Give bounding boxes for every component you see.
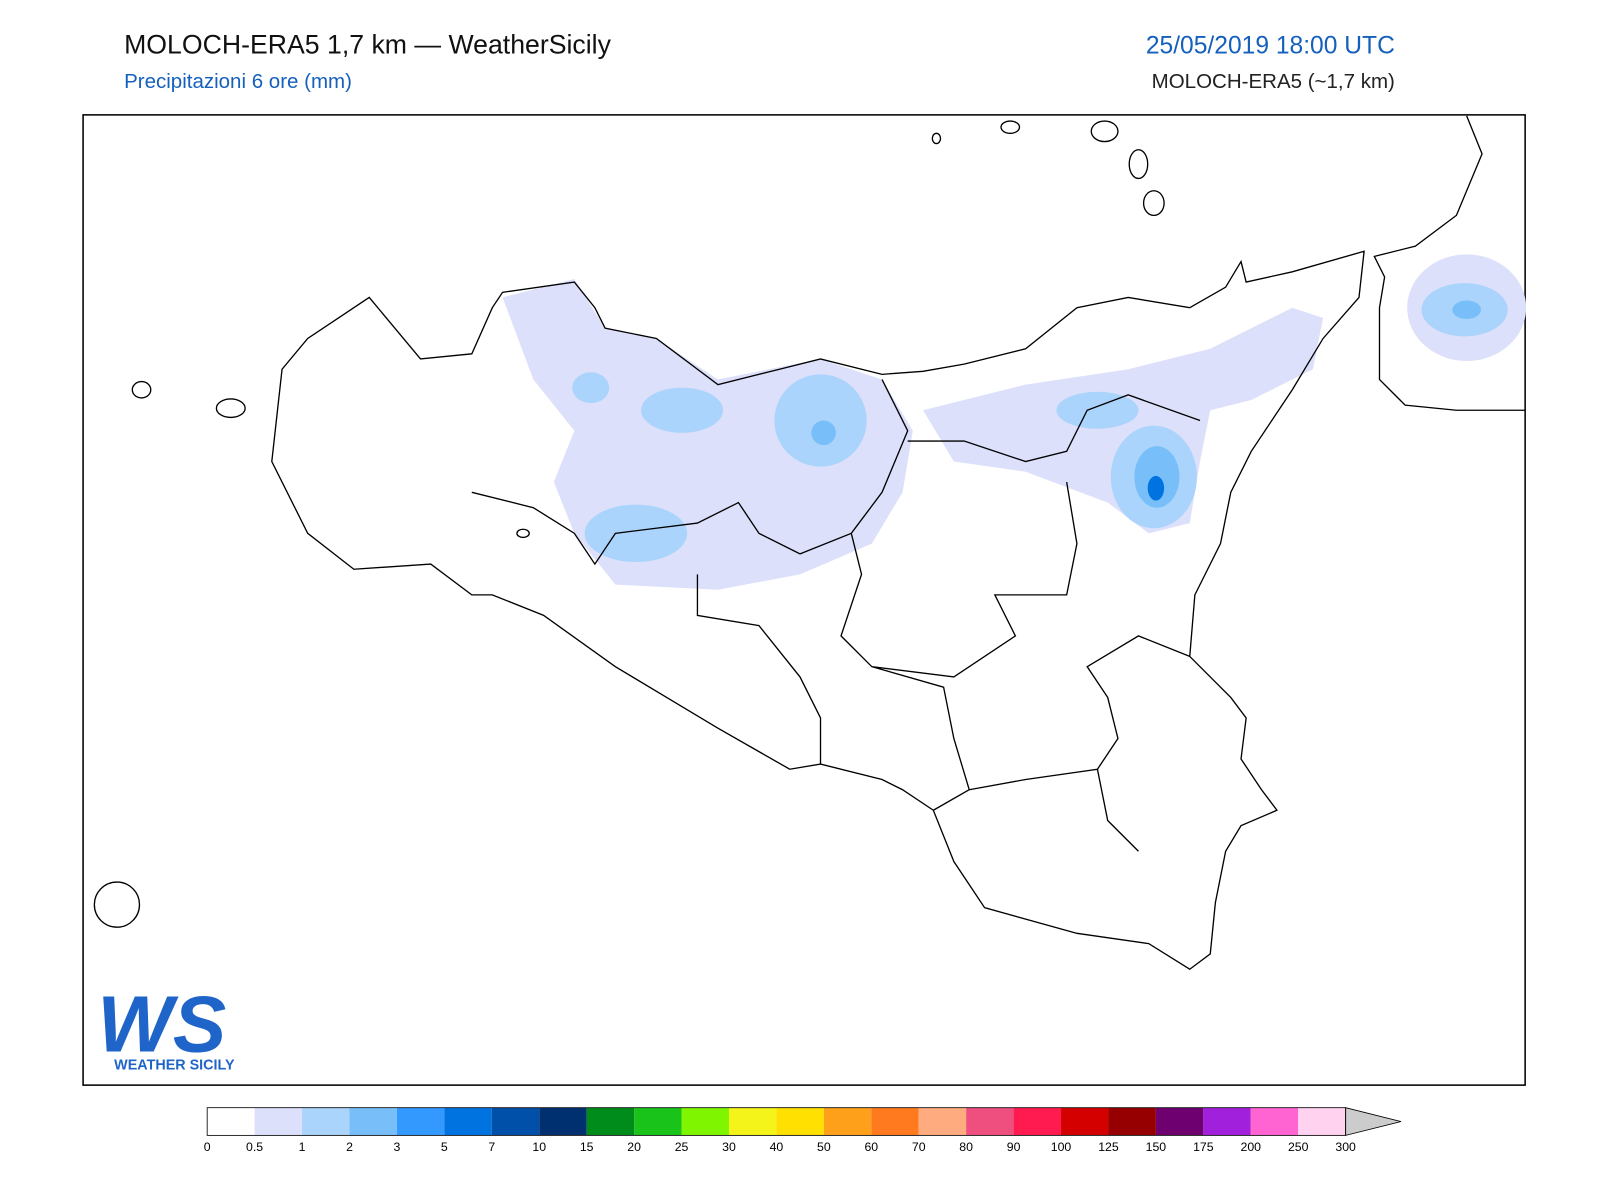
colorbar-swatch xyxy=(1203,1107,1251,1136)
colorbar-label: 2 xyxy=(346,1140,353,1154)
logo-mark: WS xyxy=(97,979,226,1068)
sicily-coast xyxy=(271,250,1365,971)
colorbar-swatch xyxy=(349,1107,397,1136)
colorbar-outline xyxy=(206,1107,1347,1136)
precip-area xyxy=(811,420,836,446)
colorbar-swatch xyxy=(396,1107,445,1136)
colorbar-swatch xyxy=(634,1107,682,1136)
colorbar-label: 3 xyxy=(394,1140,401,1154)
precip-area xyxy=(572,372,610,404)
colorbar-label: 10 xyxy=(532,1140,546,1154)
colorbar: 0 0.5 1 2 3 5 7 10 15 20 25 30 40 50 60 70 80 90 100 125 150… xyxy=(204,1107,1402,1154)
colorbar-swatch xyxy=(1061,1107,1109,1136)
precipitation xyxy=(502,254,1527,590)
precip-area xyxy=(1452,300,1482,319)
colorbar-swatch xyxy=(1013,1107,1062,1136)
province-border xyxy=(471,379,1201,852)
precip-area xyxy=(641,387,724,433)
colorbar-label: 60 xyxy=(864,1140,878,1154)
colorbar-swatch xyxy=(444,1107,492,1136)
colorbar-label: 300 xyxy=(1335,1140,1356,1154)
colorbar-label: 80 xyxy=(959,1140,973,1154)
colorbar-label: 70 xyxy=(912,1140,926,1154)
colorbar-label: 250 xyxy=(1288,1140,1309,1154)
colorbar-swatch xyxy=(491,1107,540,1136)
colorbar-swatch xyxy=(1108,1107,1156,1136)
subtitle: Precipitazioni 6 ore (mm) xyxy=(124,70,352,93)
colorbar-label: 0.5 xyxy=(246,1140,263,1154)
precip-area xyxy=(774,374,867,467)
islands xyxy=(93,120,1165,928)
colorbar-swatch xyxy=(1155,1107,1204,1136)
colorbar-swatch xyxy=(823,1107,872,1136)
colorbar-extension xyxy=(1345,1107,1402,1136)
precip-area xyxy=(1147,475,1165,501)
logo: WS WEATHER SICILY xyxy=(97,979,235,1073)
precip-area xyxy=(584,504,688,563)
colorbar-label: 175 xyxy=(1193,1140,1214,1154)
colorbar-label: 90 xyxy=(1007,1140,1021,1154)
calabria-coast xyxy=(1373,115,1526,411)
colorbar-label: 25 xyxy=(675,1140,689,1154)
colorbar-label: 5 xyxy=(441,1140,448,1154)
colorbar-swatch xyxy=(776,1107,824,1136)
colorbar-swatch xyxy=(966,1107,1014,1136)
colorbar-label: 20 xyxy=(627,1140,641,1154)
colorbar-swatch xyxy=(1250,1107,1299,1136)
colorbar-swatch xyxy=(871,1107,919,1136)
colorbar-label: 125 xyxy=(1098,1140,1119,1154)
colorbar-label: 200 xyxy=(1241,1140,1262,1154)
colorbar-label: 50 xyxy=(817,1140,831,1154)
colorbar-swatch xyxy=(539,1107,587,1136)
colorbar-swatch xyxy=(302,1107,350,1136)
colorbar-swatch xyxy=(728,1107,777,1136)
colorbar-swatch xyxy=(1298,1107,1346,1136)
colorbar-label: 40 xyxy=(770,1140,784,1154)
colorbar-label: 150 xyxy=(1146,1140,1167,1154)
datetime: 25/05/2019 18:00 UTC xyxy=(1146,32,1395,59)
colorbar-swatch xyxy=(681,1107,729,1136)
colorbar-label: 7 xyxy=(488,1140,495,1154)
colorbar-swatch xyxy=(586,1107,635,1136)
colorbar-swatch xyxy=(918,1107,967,1136)
precip-area xyxy=(1056,391,1139,429)
title: MOLOCH-ERA5 1,7 km — WeatherSicily xyxy=(124,29,612,59)
colorbar-swatch xyxy=(254,1107,303,1136)
colorbar-label: 30 xyxy=(722,1140,736,1154)
model-label: MOLOCH-ERA5 (~1,7 km) xyxy=(1152,70,1395,93)
colorbar-swatch xyxy=(207,1107,255,1136)
map: WS WEATHER SICILY xyxy=(82,114,1527,1086)
colorbar-label: 100 xyxy=(1051,1140,1072,1154)
logo-text: WEATHER SICILY xyxy=(114,1058,235,1074)
colorbar-label: 0 xyxy=(204,1140,211,1154)
map-frame xyxy=(82,114,1526,1086)
colorbar-label: 1 xyxy=(299,1140,306,1154)
colorbar-label: 15 xyxy=(580,1140,594,1154)
